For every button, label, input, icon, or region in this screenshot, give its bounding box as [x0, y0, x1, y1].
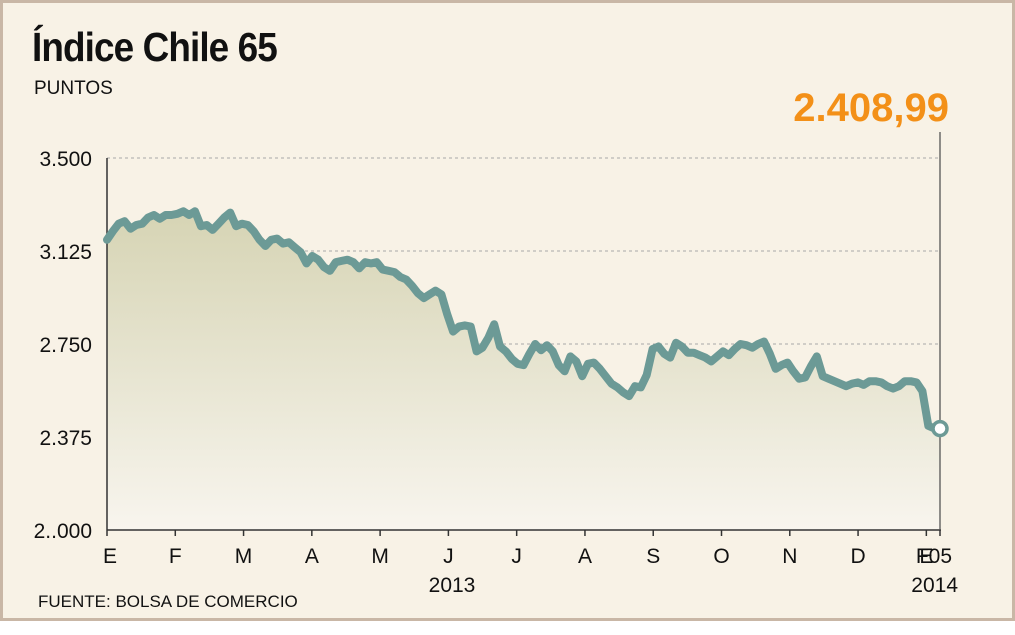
- x-tick-label: J: [443, 545, 454, 568]
- x-tick-label: S: [646, 545, 660, 568]
- x-tick-label: A: [305, 545, 319, 568]
- y-tick-label: 3.125: [39, 241, 92, 264]
- x-tick-label: D: [850, 545, 865, 568]
- x-tick-label: M: [235, 545, 253, 568]
- y-tick-label: 2..000: [34, 520, 92, 543]
- x-tick-label: J: [511, 545, 522, 568]
- x-tick-label: E: [103, 545, 117, 568]
- last-point-marker: [931, 419, 949, 438]
- series-line: [103, 207, 944, 433]
- y-tick-label: 2.375: [39, 427, 92, 450]
- x-tick-label: A: [578, 545, 592, 568]
- chart-title: Índice Chile 65: [32, 24, 278, 70]
- x-tick-label: M: [371, 545, 389, 568]
- y-tick-label: 2.750: [39, 334, 92, 357]
- last-value-label: 2.408,99: [793, 86, 949, 130]
- series-area: [107, 211, 940, 531]
- x-tick-label: E: [919, 545, 933, 568]
- x-tick-label: N: [782, 545, 797, 568]
- source-note: FUENTE: BOLSA DE COMERCIO: [38, 592, 298, 611]
- chart-subtitle: PUNTOS: [34, 78, 113, 99]
- x-year-label: 2013: [429, 574, 476, 597]
- x-year-label: 2014: [911, 574, 958, 597]
- x-tick-label: F: [169, 545, 182, 568]
- x-tick-label: F05: [916, 545, 952, 568]
- x-tick-label: O: [713, 545, 729, 568]
- y-tick-label: 3.500: [39, 148, 92, 171]
